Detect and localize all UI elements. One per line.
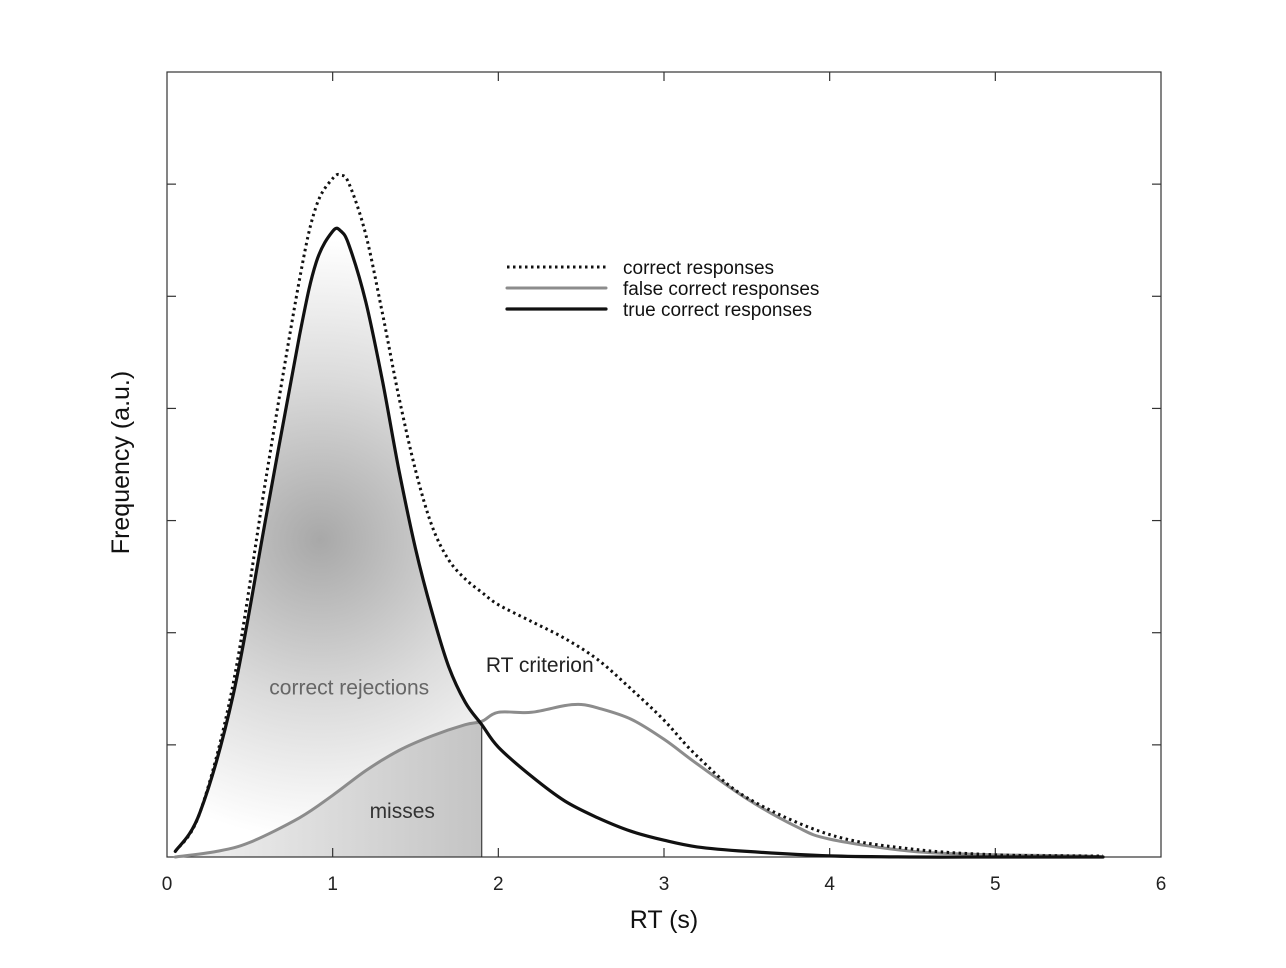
- x-tick-label: 0: [162, 874, 173, 895]
- x-tick-label: 3: [659, 874, 670, 895]
- annotations: correct rejections misses RT criterion: [269, 654, 593, 823]
- legend-label: true correct responses: [623, 300, 812, 321]
- legend-label: correct responses: [623, 258, 774, 279]
- series-line-true-correct-responses: [173, 226, 1105, 859]
- misses-area: [175, 721, 484, 857]
- x-axis-title: RT (s): [630, 906, 699, 934]
- annotation-label: misses: [370, 800, 435, 823]
- annotation-label: RT criterion: [486, 654, 594, 677]
- correct-rejections-area: [175, 228, 484, 857]
- annotation-label: correct rejections: [269, 676, 429, 699]
- series-line-false-correct-responses: [173, 702, 1105, 859]
- series-line-correct-responses: [174, 172, 1104, 858]
- y-axis-title: Frequency (a.u.): [107, 371, 135, 554]
- y-axis-ticks: [167, 183, 1161, 746]
- x-axis-ticks: 0 1 2 3 4 5 6: [162, 72, 1167, 895]
- x-tick-label: 1: [327, 874, 338, 895]
- legend-label: false correct responses: [623, 279, 819, 300]
- x-tick-label: 4: [824, 874, 835, 895]
- series-lines: [173, 172, 1105, 859]
- x-tick-label: 2: [493, 874, 504, 895]
- x-tick-label: 6: [1156, 874, 1167, 895]
- x-tick-label: 5: [990, 874, 1001, 895]
